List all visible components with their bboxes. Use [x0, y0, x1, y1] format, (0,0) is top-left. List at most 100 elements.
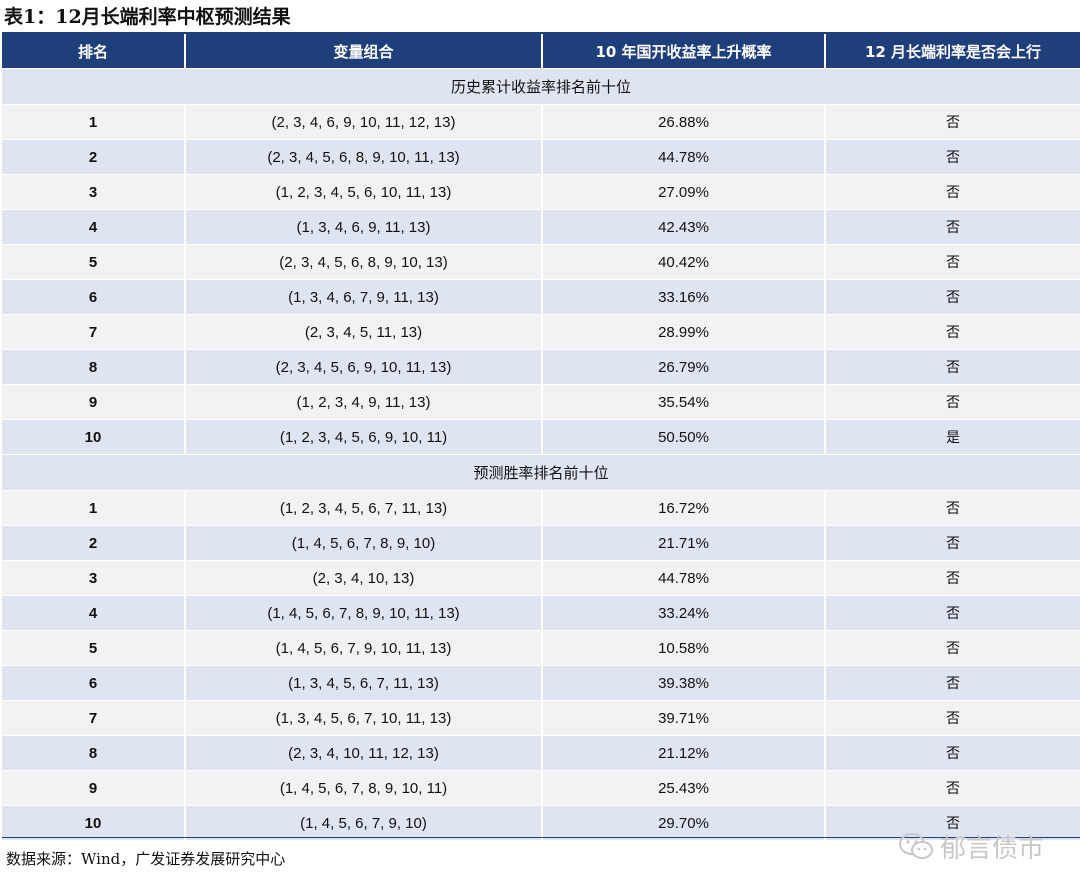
- rank-cell: 9: [2, 771, 186, 806]
- col-header-up: 12 月长端利率是否会上行: [826, 34, 1080, 69]
- col-header-prob: 10 年国开收益率上升概率: [543, 34, 826, 69]
- watermark-text: 郁言债市: [939, 834, 1044, 864]
- rank-cell: 2: [2, 140, 186, 175]
- prob-cell: 33.24%: [543, 596, 826, 631]
- prob-cell: 42.43%: [543, 210, 826, 245]
- table-row: 8 (2, 3, 4, 5, 6, 9, 10, 11, 13) 26.79% 否: [2, 350, 1080, 385]
- results-table: 排名 变量组合 10 年国开收益率上升概率 12 月长端利率是否会上行 历史累计…: [2, 32, 1080, 841]
- up-cell: 否: [826, 105, 1080, 140]
- table-row: 2 (1, 4, 5, 6, 7, 8, 9, 10) 21.71% 否: [2, 526, 1080, 561]
- rank-cell: 8: [2, 736, 186, 771]
- combo-cell: (1, 3, 4, 5, 6, 7, 10, 11, 13): [186, 701, 543, 736]
- prob-cell: 16.72%: [543, 491, 826, 526]
- rank-cell: 5: [2, 631, 186, 666]
- up-cell: 否: [826, 736, 1080, 771]
- combo-cell: (2, 3, 4, 10, 13): [186, 561, 543, 596]
- combo-cell: (1, 3, 4, 5, 6, 7, 11, 13): [186, 666, 543, 701]
- prob-cell: 29.70%: [543, 806, 826, 841]
- rank-cell: 6: [2, 666, 186, 701]
- combo-cell: (1, 2, 3, 4, 9, 11, 13): [186, 385, 543, 420]
- combo-cell: (2, 3, 4, 10, 11, 12, 13): [186, 736, 543, 771]
- combo-cell: (1, 2, 3, 4, 5, 6, 10, 11, 13): [186, 175, 543, 210]
- prob-cell: 40.42%: [543, 245, 826, 280]
- up-cell: 否: [826, 210, 1080, 245]
- combo-cell: (1, 3, 4, 6, 9, 11, 13): [186, 210, 543, 245]
- wechat-icon: [898, 832, 933, 859]
- rank-cell: 7: [2, 315, 186, 350]
- prob-cell: 21.12%: [543, 736, 826, 771]
- combo-cell: (2, 3, 4, 5, 11, 13): [186, 315, 543, 350]
- combo-cell: (1, 2, 3, 4, 5, 6, 9, 10, 11): [186, 420, 543, 455]
- prob-cell: 50.50%: [543, 420, 826, 455]
- bottom-rule: [2, 837, 1080, 838]
- combo-cell: (2, 3, 4, 5, 6, 9, 10, 11, 13): [186, 350, 543, 385]
- rank-cell: 1: [2, 491, 186, 526]
- rank-cell: 4: [2, 596, 186, 631]
- up-cell: 否: [826, 596, 1080, 631]
- prob-cell: 39.71%: [543, 701, 826, 736]
- up-cell: 否: [826, 315, 1080, 350]
- combo-cell: (1, 4, 5, 6, 7, 9, 10): [186, 806, 543, 841]
- rank-cell: 1: [2, 105, 186, 140]
- table-row: 5 (1, 4, 5, 6, 7, 9, 10, 11, 13) 10.58% 否: [2, 631, 1080, 666]
- up-cell: 否: [826, 701, 1080, 736]
- rank-cell: 10: [2, 420, 186, 455]
- watermark: 郁言债市: [898, 828, 1044, 865]
- table-row: 6 (1, 3, 4, 5, 6, 7, 11, 13) 39.38% 否: [2, 666, 1080, 701]
- rank-cell: 5: [2, 245, 186, 280]
- rank-cell: 2: [2, 526, 186, 561]
- table-row: 9 (1, 4, 5, 6, 7, 8, 9, 10, 11) 25.43% 否: [2, 771, 1080, 806]
- up-cell: 否: [826, 140, 1080, 175]
- combo-cell: (2, 3, 4, 5, 6, 8, 9, 10, 13): [186, 245, 543, 280]
- up-cell: 否: [826, 491, 1080, 526]
- table-row: 10 (1, 4, 5, 6, 7, 9, 10) 29.70% 否: [2, 806, 1080, 841]
- up-cell: 是: [826, 420, 1080, 455]
- up-cell: 否: [826, 350, 1080, 385]
- table-title: 表1：12月长端利率中枢预测结果: [4, 6, 291, 28]
- rank-cell: 9: [2, 385, 186, 420]
- table-row: 4 (1, 3, 4, 6, 9, 11, 13) 42.43% 否: [2, 210, 1080, 245]
- table-row: 4 (1, 4, 5, 6, 7, 8, 9, 10, 11, 13) 33.24%…: [2, 596, 1080, 631]
- up-cell: 否: [826, 175, 1080, 210]
- prob-cell: 26.79%: [543, 350, 826, 385]
- col-header-combo: 变量组合: [186, 34, 543, 69]
- table-row: 5 (2, 3, 4, 5, 6, 8, 9, 10, 13) 40.42% 否: [2, 245, 1080, 280]
- prob-cell: 21.71%: [543, 526, 826, 561]
- up-cell: 否: [826, 245, 1080, 280]
- table-row: 6 (1, 3, 4, 6, 7, 9, 11, 13) 33.16% 否: [2, 280, 1080, 315]
- prob-cell: 39.38%: [543, 666, 826, 701]
- table-body: 历史累计收益率排名前十位 1 (2, 3, 4, 6, 9, 10, 11, 12,…: [2, 69, 1080, 841]
- up-cell: 否: [826, 771, 1080, 806]
- table-row: 8 (2, 3, 4, 10, 11, 12, 13) 21.12% 否: [2, 736, 1080, 771]
- table-row: 2 (2, 3, 4, 5, 6, 8, 9, 10, 11, 13) 44.78%…: [2, 140, 1080, 175]
- combo-cell: (1, 4, 5, 6, 7, 8, 9, 10, 11): [186, 771, 543, 806]
- combo-cell: (1, 4, 5, 6, 7, 8, 9, 10): [186, 526, 543, 561]
- prob-cell: 44.78%: [543, 561, 826, 596]
- combo-cell: (2, 3, 4, 5, 6, 8, 9, 10, 11, 13): [186, 140, 543, 175]
- up-cell: 否: [826, 806, 1080, 841]
- rank-cell: 7: [2, 701, 186, 736]
- rank-cell: 3: [2, 561, 186, 596]
- up-cell: 否: [826, 666, 1080, 701]
- prob-cell: 44.78%: [543, 140, 826, 175]
- table-row: 7 (1, 3, 4, 5, 6, 7, 10, 11, 13) 39.71% 否: [2, 701, 1080, 736]
- up-cell: 否: [826, 526, 1080, 561]
- table-header: 排名 变量组合 10 年国开收益率上升概率 12 月长端利率是否会上行: [2, 34, 1080, 69]
- combo-cell: (1, 2, 3, 4, 5, 6, 7, 11, 13): [186, 491, 543, 526]
- rank-cell: 8: [2, 350, 186, 385]
- rank-cell: 4: [2, 210, 186, 245]
- prob-cell: 26.88%: [543, 105, 826, 140]
- col-header-rank: 排名: [2, 34, 186, 69]
- table-row: 3 (1, 2, 3, 4, 5, 6, 10, 11, 13) 27.09% 否: [2, 175, 1080, 210]
- rank-cell: 3: [2, 175, 186, 210]
- up-cell: 否: [826, 631, 1080, 666]
- table-row: 3 (2, 3, 4, 10, 13) 44.78% 否: [2, 561, 1080, 596]
- prob-cell: 25.43%: [543, 771, 826, 806]
- section-header: 历史累计收益率排名前十位: [2, 69, 1080, 105]
- prob-cell: 27.09%: [543, 175, 826, 210]
- source-note: 数据来源：Wind，广发证券发展研究中心: [6, 850, 286, 868]
- prob-cell: 33.16%: [543, 280, 826, 315]
- up-cell: 否: [826, 385, 1080, 420]
- combo-cell: (2, 3, 4, 6, 9, 10, 11, 12, 13): [186, 105, 543, 140]
- rank-cell: 6: [2, 280, 186, 315]
